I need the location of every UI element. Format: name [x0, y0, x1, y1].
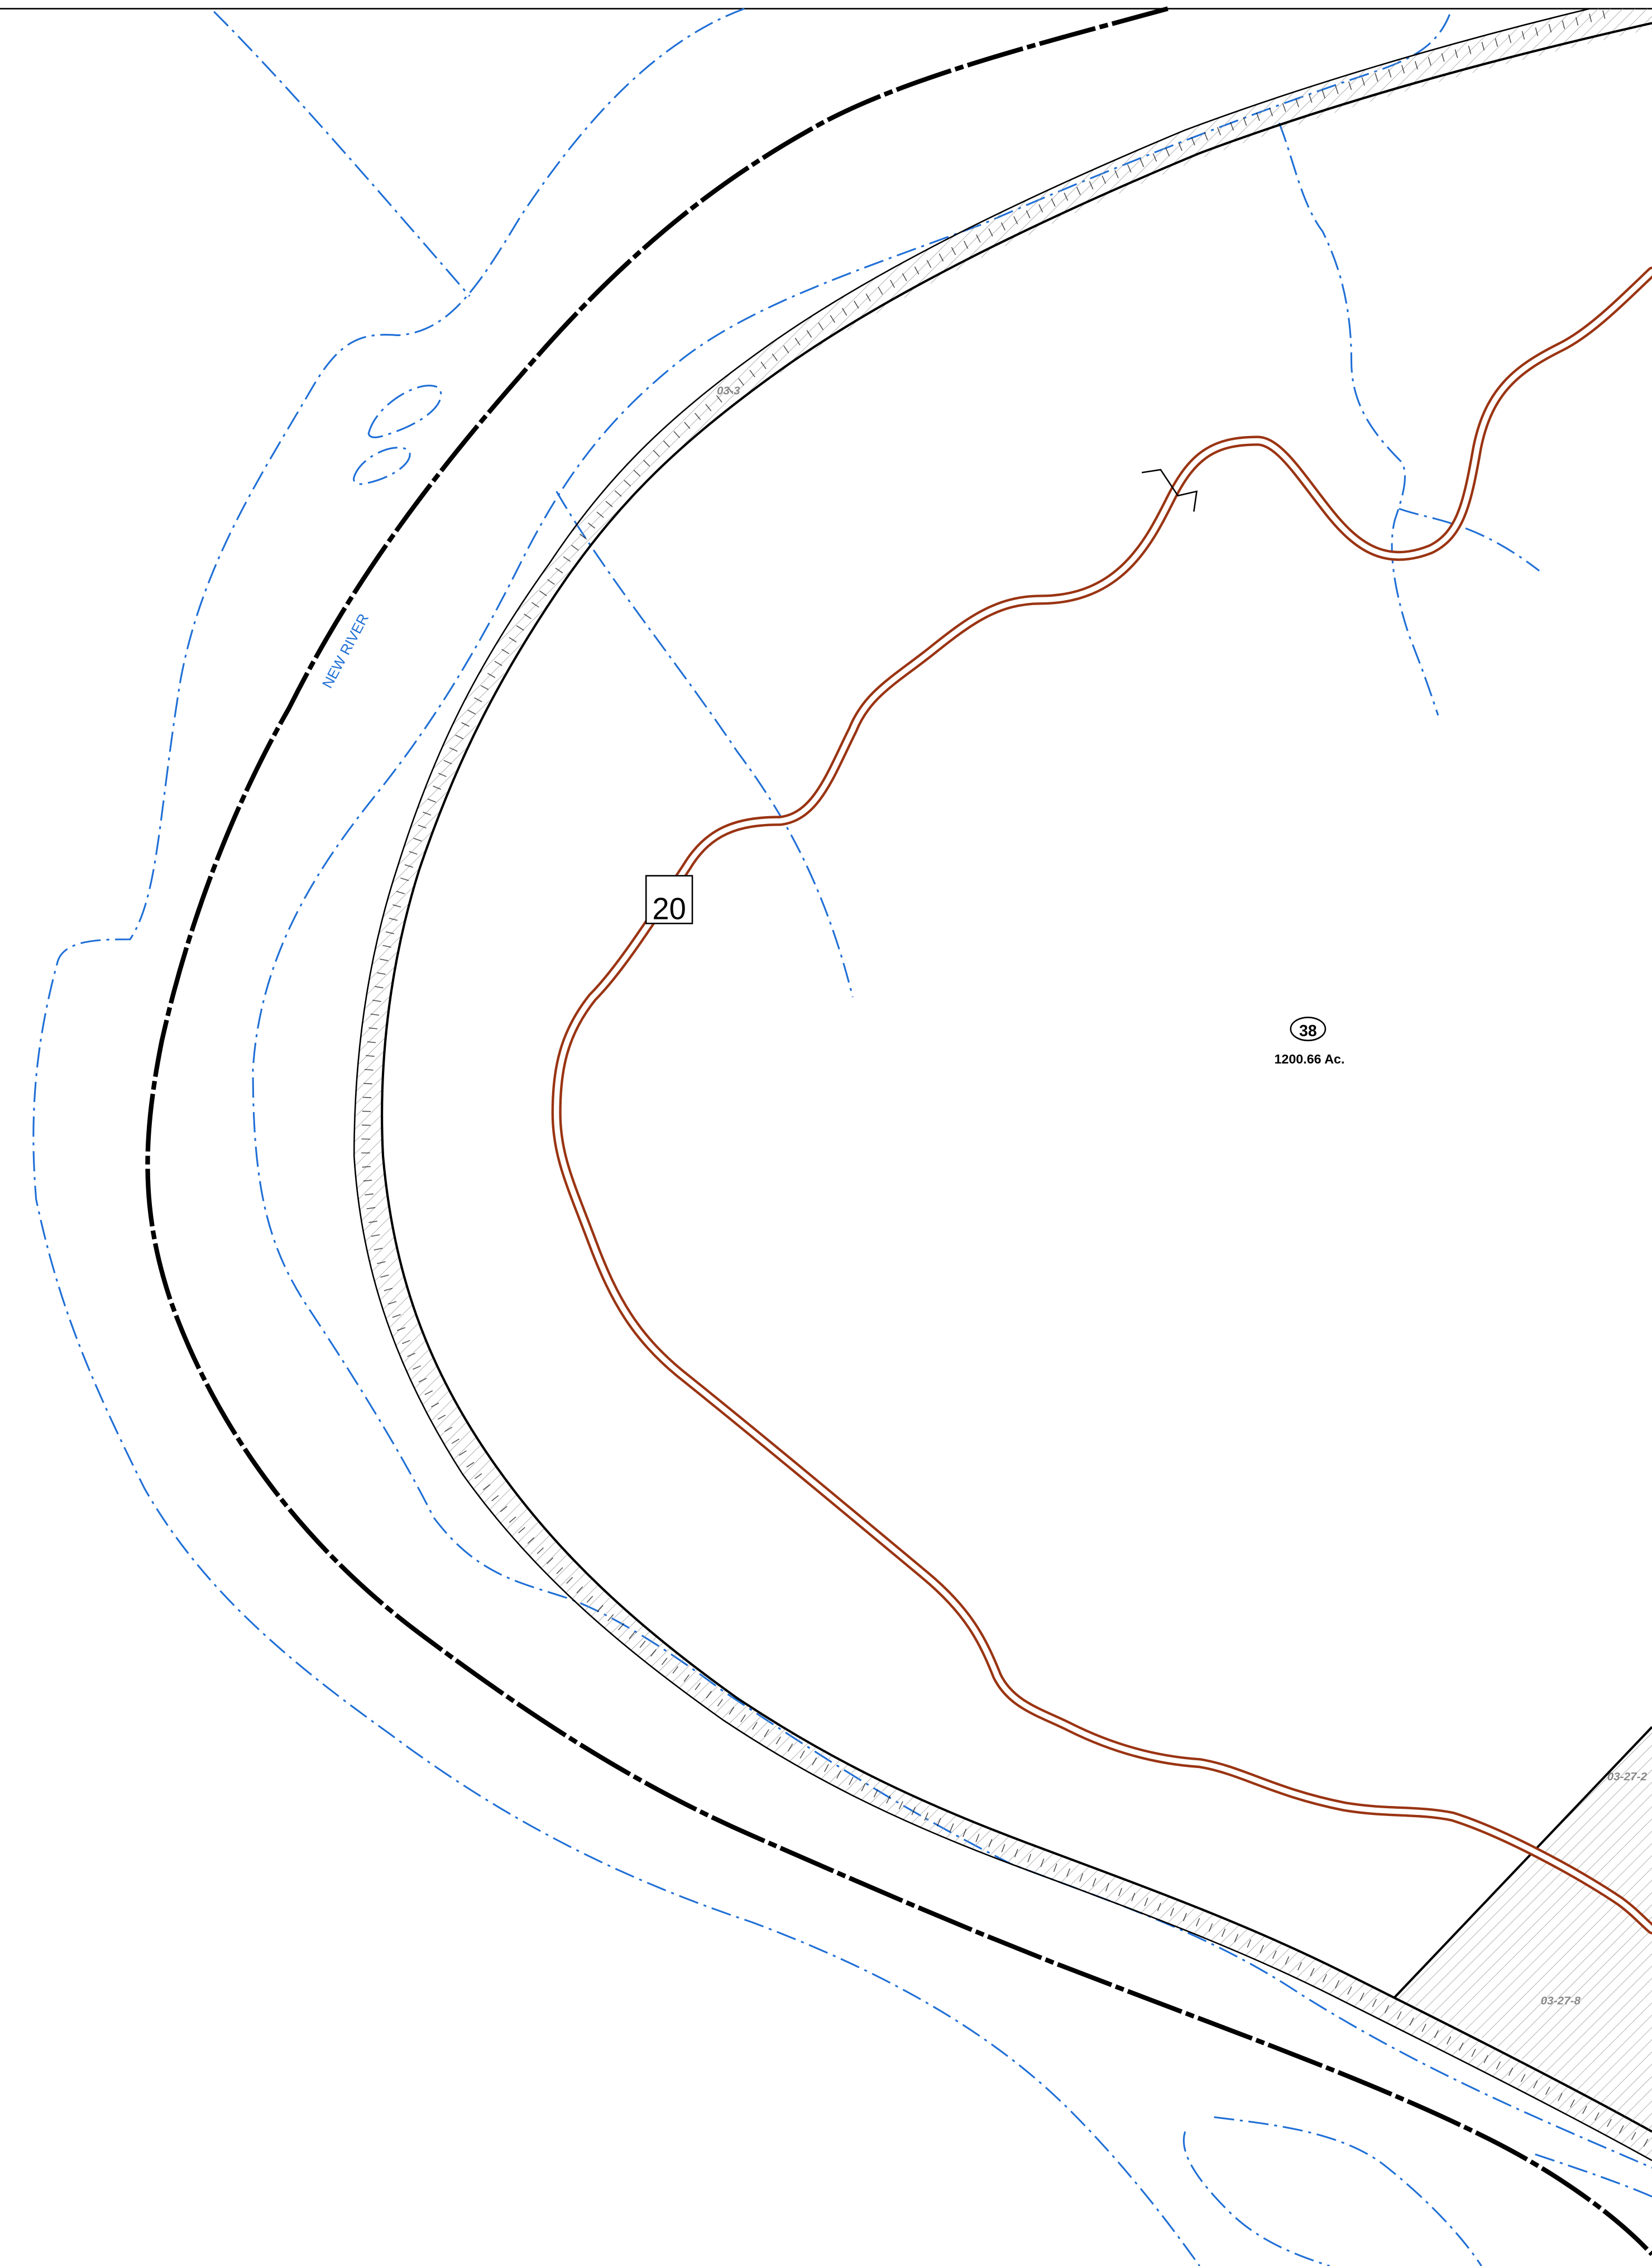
hatched-band-tick-edge [361, 10, 1652, 2150]
water-island-loop-2 [353, 447, 411, 485]
water-line-inner-river [252, 14, 1652, 2169]
water-line-top [32, 8, 1200, 2266]
water-lines [32, 8, 1652, 2266]
route-shield-label: 20 [652, 892, 686, 926]
parcel-number-label: 38 [1299, 1022, 1317, 1040]
road-outer-stroke [551, 266, 1652, 1934]
water-line-lower-right [1531, 2152, 1652, 2198]
hatched-band [354, 8, 1652, 2161]
parcel-hatch-lower-right [1395, 1727, 1652, 2132]
hatched-band-outer-edge [353, 8, 1652, 2162]
water-line-creek-branch [1399, 507, 1540, 572]
break-line-icon [1141, 468, 1198, 512]
road-20 [551, 266, 1652, 1934]
river-label: NEW RIVER [320, 611, 372, 691]
route-shield-icon: 20 [645, 875, 693, 926]
hatched-band-inner-edge [381, 22, 1652, 2133]
water-line-upper-left [213, 11, 471, 297]
parcel-id-03-27-2: 03-27-2 [1607, 1770, 1648, 1783]
parcel-line-diagonal [1394, 1726, 1652, 1998]
parcel-area-label: 1200.66 Ac. [1274, 1052, 1344, 1066]
parcel-id-03-3: 03-3 [717, 385, 740, 397]
parcel-lines [1394, 1726, 1652, 2132]
parcel-number-badge-icon: 38 [1290, 1017, 1327, 1042]
water-lower-loop [1182, 2116, 1482, 2266]
river-boundary-line [145, 6, 1652, 2257]
parcel-id-03-27-8: 03-27-8 [1541, 1994, 1581, 2007]
water-island-loop-1 [367, 385, 442, 438]
road-inner-stroke [554, 269, 1652, 1932]
water-line-bank [556, 491, 854, 998]
water-line-creek [1278, 122, 1439, 716]
